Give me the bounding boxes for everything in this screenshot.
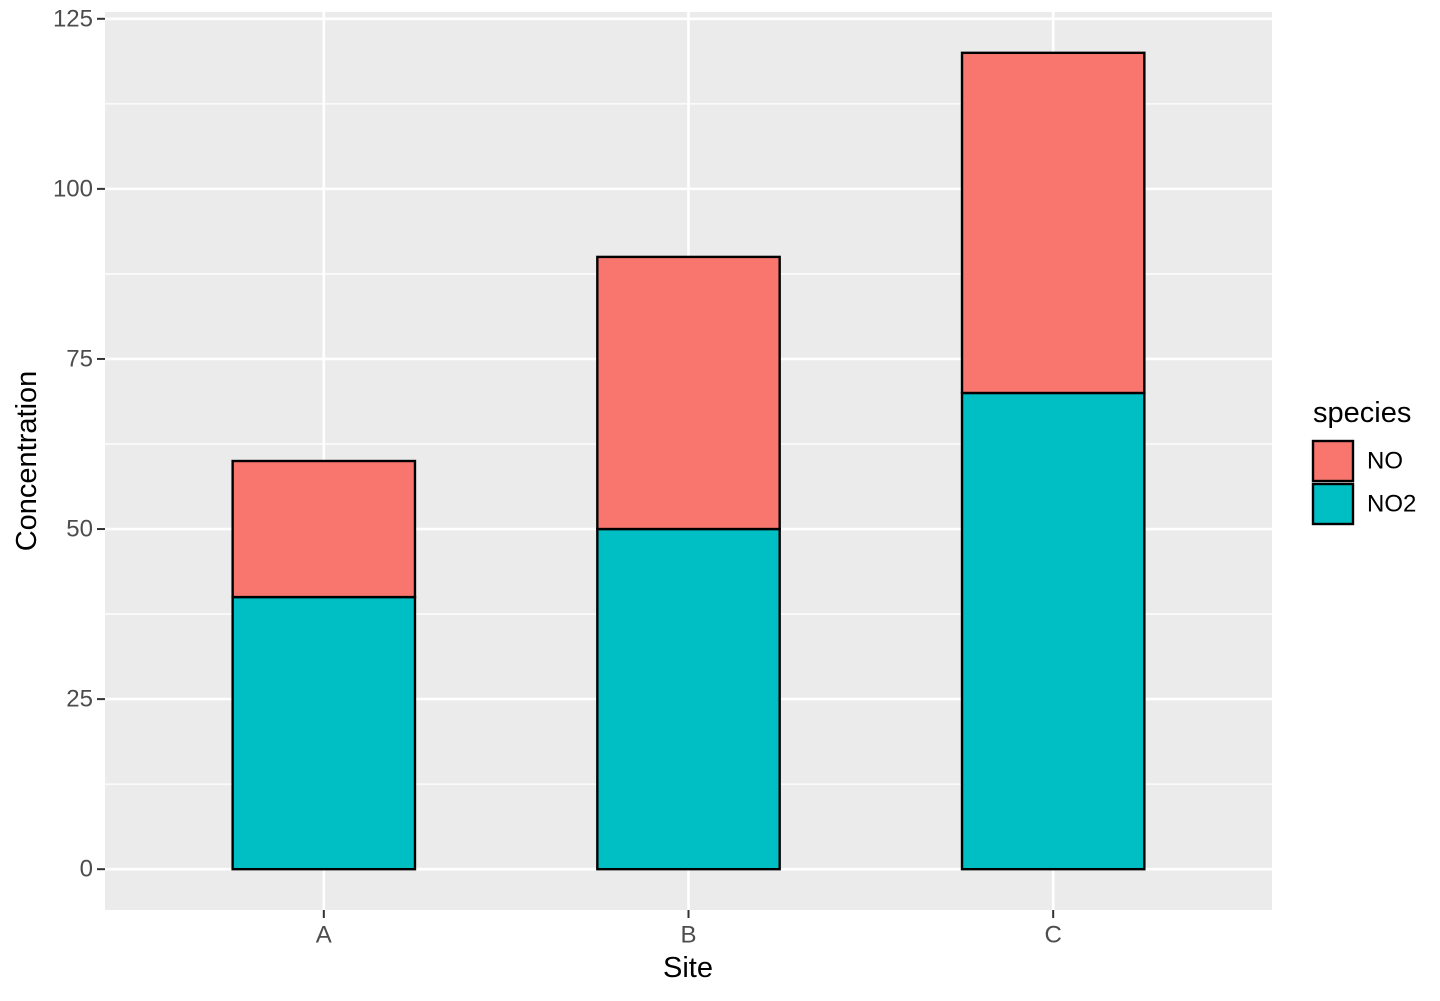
legend-label-NO2: NO2: [1367, 491, 1416, 518]
bar-segment-A-NO: [231, 459, 417, 599]
legend-entries: NO NO2: [1311, 439, 1416, 526]
bar-segment-C-NO: [960, 51, 1146, 395]
y-tick-label: 0: [80, 856, 93, 883]
legend-key-NO2: [1311, 482, 1355, 526]
y-tick-label: 75: [66, 345, 93, 372]
legend: species NO NO2: [1311, 397, 1416, 526]
x-tick-label: C: [1045, 922, 1062, 949]
bar-segment-A-NO2: [231, 595, 417, 871]
bar-segment-C-NO2: [960, 391, 1146, 871]
bars: [231, 51, 1146, 871]
y-axis-title: Concentration: [11, 371, 43, 552]
y-tick-label: 50: [66, 516, 93, 543]
legend-title: species: [1313, 397, 1411, 429]
y-tick-label: 25: [66, 686, 93, 713]
y-tick-label: 100: [53, 175, 93, 202]
y-tick-label: 125: [53, 5, 93, 32]
x-tick-label: B: [680, 922, 696, 949]
bar-segment-B-NO2: [596, 527, 781, 871]
axes: 0 25 50 75 100 125 A B C: [53, 5, 1062, 948]
legend-label-NO: NO: [1367, 448, 1403, 475]
legend-key-NO: [1311, 439, 1355, 483]
bar-segment-B-NO: [596, 255, 781, 531]
x-axis-title: Site: [663, 952, 713, 984]
x-tick-label: A: [316, 922, 332, 949]
